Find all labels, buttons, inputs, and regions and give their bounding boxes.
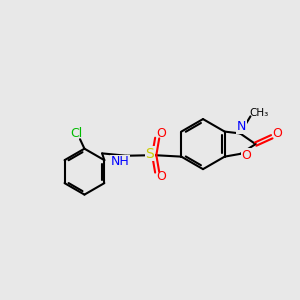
Text: NH: NH	[110, 155, 129, 168]
Text: S: S	[146, 147, 154, 161]
Text: O: O	[272, 127, 282, 140]
Text: O: O	[242, 149, 251, 162]
Text: O: O	[157, 127, 166, 140]
Text: O: O	[157, 170, 166, 183]
Text: N: N	[237, 121, 246, 134]
Text: Cl: Cl	[70, 127, 83, 140]
Text: CH₃: CH₃	[250, 108, 269, 118]
